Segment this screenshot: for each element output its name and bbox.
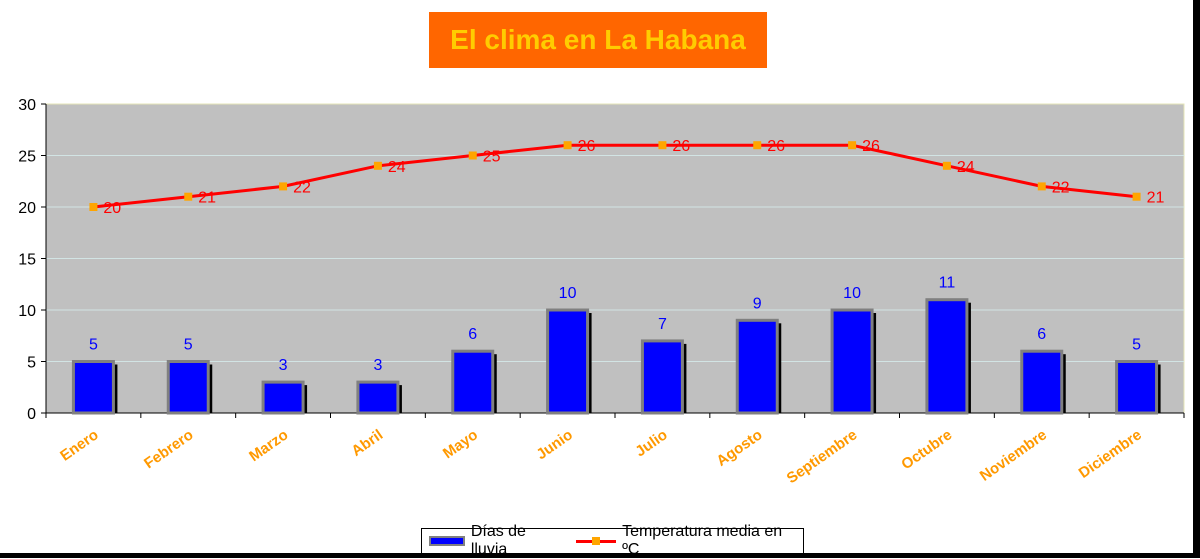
rain-bar [546,308,590,415]
temperature-marker [279,182,288,191]
rain-data-label: 3 [373,357,382,374]
x-category-label: Junio [533,426,576,463]
line-series [89,141,1141,211]
rain-data-label: 10 [843,285,861,302]
bar-series [71,298,1161,415]
temperature-data-label: 26 [672,138,690,155]
rain-bar [640,339,684,415]
y-tick-label: 5 [27,355,36,372]
rain-bar [166,360,210,415]
x-category-label: Enero [57,426,102,464]
data-labels: 5 5 3 3 6 10 7 9 10 11 6 5 20 21 22 24 25 26 26 26 26 24 22 21 [89,138,1165,374]
temperature-data-label: 26 [767,138,785,155]
temperature-marker [1037,182,1046,191]
temperature-marker [848,141,857,150]
rain-data-label: 10 [559,285,577,302]
x-category-label: Noviembre [977,426,1050,484]
legend-line-swatch [576,536,617,546]
temperature-marker [89,203,98,211]
y-tick-label: 10 [18,303,36,320]
rain-data-label: 11 [939,275,956,292]
rain-data-label: 6 [1037,326,1046,343]
temperature-data-label: 25 [483,149,501,166]
temperature-data-label: 22 [293,179,311,196]
temperature-data-label: 20 [103,200,121,217]
rain-bar [356,380,400,415]
temperature-data-label: 26 [578,138,596,155]
x-category-label: Febrero [141,426,197,472]
x-category-label: Diciembre [1076,426,1145,482]
y-tick-label: 30 [18,97,36,114]
rain-data-label: 5 [1132,337,1141,354]
legend-item-rain: Días de lluvia [422,523,566,559]
bottom-edge-border [0,553,1200,558]
legend-label-temperature: Temperatura media en ºC [622,523,783,558]
rain-bar [1020,349,1064,415]
temperature-marker [942,161,951,170]
rain-data-label: 9 [753,295,762,312]
rain-bar [1115,360,1159,415]
chart-title-box: El clima en La Habana [429,12,767,68]
temperature-data-label: 24 [388,159,406,176]
temperature-marker [373,161,382,170]
rain-bar [261,380,305,415]
x-category-label: Agosto [713,426,765,470]
y-tick-label: 0 [27,406,36,423]
temperature-data-label: 21 [198,190,216,207]
rain-bar [71,360,115,415]
legend-label-rain: Días de lluvia [470,523,526,558]
rain-data-label: 5 [89,337,98,354]
temperature-marker [658,141,667,150]
x-category-label: Septiembre [784,426,861,487]
x-category-label: Julio [632,426,670,460]
temperature-data-label: 26 [862,138,880,155]
legend-item-temperature: Temperatura media en ºC [566,523,803,559]
chart-title: El clima en La Habana [450,24,746,55]
rain-data-label: 6 [468,326,477,343]
right-edge-border [1193,0,1200,558]
rain-data-label: 3 [279,357,288,374]
temperature-marker [1132,192,1141,201]
rain-data-label: 7 [658,316,667,333]
legend: Días de lluvia Temperatura media en ºC [421,523,804,558]
temperature-marker [184,192,193,201]
temperature-data-label: 21 [1147,190,1165,207]
plot-area [45,103,1185,414]
temperature-line [93,143,1137,209]
temperature-data-label: 22 [1052,179,1070,196]
y-tick-label: 25 [18,149,36,166]
rain-bar [925,298,969,415]
temperature-marker [563,141,572,150]
rain-bar [735,318,779,415]
x-category-label: Octubre [898,426,955,473]
legend-bar-swatch [429,536,465,546]
y-tick-label: 20 [18,200,36,217]
temperature-marker [753,141,762,150]
temperature-marker [468,151,477,160]
y-tick-label: 15 [18,252,36,269]
x-category-label: Abril [348,426,386,460]
rain-bar [451,349,495,415]
x-category-label: Mayo [440,426,481,462]
rain-bar [830,308,874,415]
temperature-data-label: 24 [957,159,975,176]
x-category-label: Marzo [246,426,291,465]
rain-data-label: 5 [184,337,193,354]
